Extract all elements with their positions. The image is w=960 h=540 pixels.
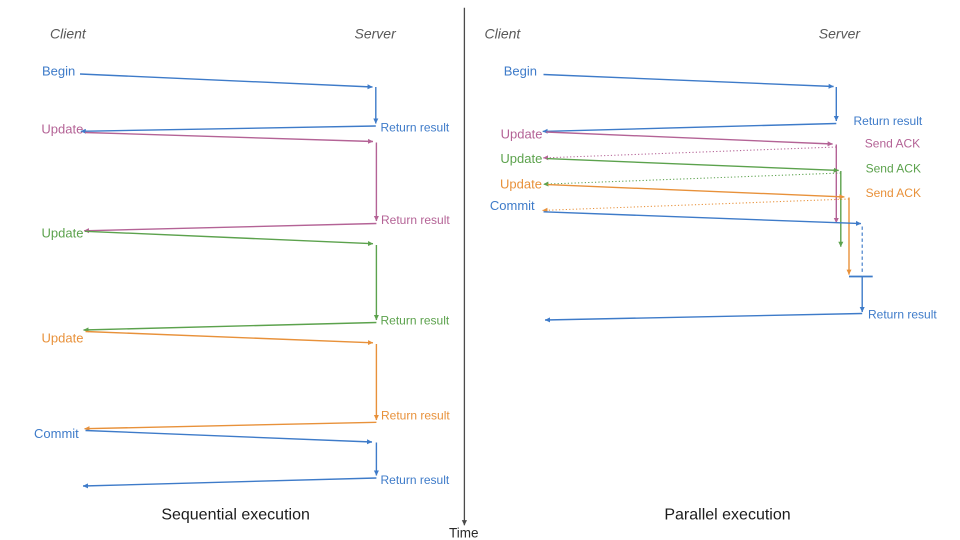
svg-text:Client: Client xyxy=(50,26,87,42)
svg-text:Send ACK: Send ACK xyxy=(866,161,921,175)
svg-text:Update: Update xyxy=(501,127,543,142)
svg-text:Update: Update xyxy=(500,151,542,166)
svg-text:Server: Server xyxy=(355,26,398,42)
svg-text:Return result: Return result xyxy=(381,120,450,134)
svg-text:Update: Update xyxy=(500,177,542,192)
svg-text:Server: Server xyxy=(819,26,862,42)
svg-text:Commit: Commit xyxy=(490,198,535,213)
svg-text:Return result: Return result xyxy=(381,314,450,328)
svg-text:Return result: Return result xyxy=(381,409,450,423)
svg-text:Client: Client xyxy=(485,26,522,42)
svg-text:Send ACK: Send ACK xyxy=(866,186,921,200)
svg-text:Begin: Begin xyxy=(42,64,75,79)
svg-text:Time: Time xyxy=(449,525,479,540)
svg-text:Update: Update xyxy=(42,226,84,241)
svg-text:Return result: Return result xyxy=(381,213,450,227)
svg-text:Update: Update xyxy=(42,331,84,346)
svg-text:Commit: Commit xyxy=(34,426,79,441)
svg-text:Sequential execution: Sequential execution xyxy=(161,507,310,524)
svg-text:Update: Update xyxy=(41,122,83,137)
svg-text:Return result: Return result xyxy=(854,114,923,128)
svg-text:Send ACK: Send ACK xyxy=(865,136,920,150)
svg-text:Return result: Return result xyxy=(868,307,937,321)
svg-text:Return result: Return result xyxy=(381,473,450,487)
svg-text:Begin: Begin xyxy=(504,63,537,78)
svg-text:Parallel execution: Parallel execution xyxy=(664,507,790,524)
